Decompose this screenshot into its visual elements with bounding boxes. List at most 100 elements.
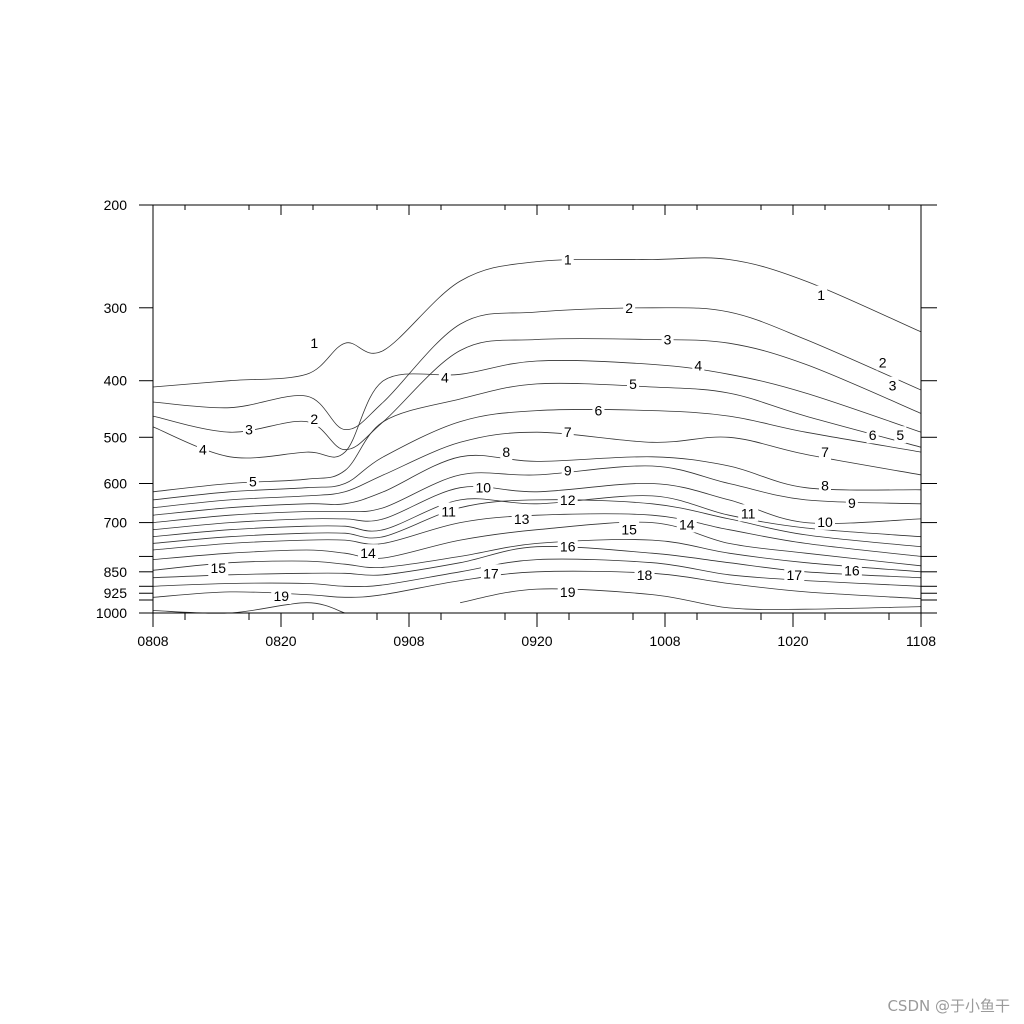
contour-label-bg <box>480 564 501 582</box>
contour-label-17: 17 <box>786 567 802 583</box>
contour-label-7: 7 <box>564 424 572 440</box>
contour-label-1: 1 <box>817 287 825 303</box>
contour-label-14: 14 <box>360 545 376 561</box>
contour-label-bg <box>819 443 831 461</box>
contour-line-8 <box>152 454 922 516</box>
contour-label-4: 4 <box>694 358 702 374</box>
xtick-label: 1008 <box>649 633 680 649</box>
contour-line-16 <box>152 546 922 579</box>
ytick-label: 400 <box>104 373 128 389</box>
contour-label-4: 4 <box>441 370 449 386</box>
xtick-label: 0908 <box>393 633 424 649</box>
contour-line-19 <box>152 602 346 614</box>
contour-label-15: 15 <box>621 522 637 538</box>
contour-label-8: 8 <box>821 478 829 494</box>
xtick-label: 1020 <box>777 633 808 649</box>
contour-label-17: 17 <box>483 565 499 581</box>
contour-line-10 <box>152 482 922 531</box>
contour-label-bg <box>438 368 451 386</box>
xtick-label: 0808 <box>137 633 168 649</box>
contour-label-15: 15 <box>210 560 226 576</box>
contour-label-bg <box>692 356 705 374</box>
contour-line-17 <box>152 558 922 587</box>
contour-label-19: 19 <box>273 588 289 604</box>
contour-label-5: 5 <box>249 473 257 489</box>
xtick-label: 1108 <box>906 633 936 649</box>
contour-label-7: 7 <box>821 444 829 460</box>
contour-label-bg <box>784 565 805 583</box>
contour-label-bg <box>623 298 636 316</box>
ytick-label: 200 <box>104 197 128 213</box>
contour-line-13 <box>152 513 922 557</box>
contour-label-1: 1 <box>310 335 318 351</box>
contour-label-bg <box>561 423 574 441</box>
xtick-label: 0920 <box>521 633 552 649</box>
contour-line-9 <box>152 465 922 523</box>
contour-label-bg <box>557 582 578 600</box>
ytick-label: 700 <box>104 515 128 531</box>
contour-line-18 <box>152 570 922 600</box>
contour-line-6 <box>152 409 922 501</box>
contour-line-7 <box>152 431 922 509</box>
contour-line-15 <box>152 539 922 573</box>
contour-label-bg <box>561 250 574 268</box>
contour-label-12: 12 <box>560 492 576 508</box>
contour-label-bg <box>738 504 759 522</box>
contour-label-5: 5 <box>629 376 637 392</box>
contour-label-bg <box>308 334 321 352</box>
contour-label-bg <box>634 565 655 583</box>
contour-label-19: 19 <box>560 584 576 600</box>
contour-label-bg <box>511 509 532 527</box>
contour-label-bg <box>308 409 321 427</box>
contour-line-5 <box>152 382 922 493</box>
contour-label-bg <box>676 515 697 533</box>
contour-label-9: 9 <box>848 495 856 511</box>
contour-line-19 <box>460 588 922 610</box>
contour-label-bg <box>661 330 674 348</box>
contour-line-12 <box>152 499 922 548</box>
contour-label-1: 1 <box>564 252 572 268</box>
contour-lines <box>152 257 922 614</box>
plot-frame <box>152 204 922 614</box>
ytick-label: 500 <box>104 429 128 445</box>
contour-label-bg <box>271 586 292 604</box>
contour-line-14 <box>152 521 922 567</box>
contour-line-2 <box>152 307 922 431</box>
contour-label-9: 9 <box>564 463 572 479</box>
contour-label-5: 5 <box>896 427 904 443</box>
contour-label-4: 4 <box>199 442 207 458</box>
contour-label-16: 16 <box>560 539 576 555</box>
contour-label-bg <box>815 285 828 303</box>
contour-label-bg <box>561 461 574 479</box>
contour-label-bg <box>208 559 229 577</box>
contour-line-1 <box>152 257 922 388</box>
contour-label-bg <box>557 490 578 508</box>
contour-label-18: 18 <box>637 567 653 583</box>
contour-line-11 <box>152 495 922 538</box>
contour-label-2: 2 <box>310 411 318 427</box>
xtick-label: 0820 <box>265 633 296 649</box>
contour-label-10: 10 <box>475 480 491 496</box>
contour-label-bg <box>592 401 605 419</box>
contour-label-bg <box>845 494 858 512</box>
contour-label-bg <box>815 512 835 530</box>
contour-label-13: 13 <box>514 511 530 527</box>
contour-label-2: 2 <box>625 300 633 316</box>
contour-label-3: 3 <box>245 422 253 438</box>
contour-label-bg <box>196 440 209 458</box>
contour-label-11: 11 <box>441 503 456 519</box>
contour-label-bg <box>819 476 831 494</box>
contour-label-bg <box>866 426 879 444</box>
contour-label-6: 6 <box>595 403 603 419</box>
contour-label-3: 3 <box>889 378 897 394</box>
contour-label-8: 8 <box>502 444 510 460</box>
contour-label-bg <box>243 420 255 438</box>
contour-label-bg <box>246 472 259 490</box>
contour-label-3: 3 <box>664 332 672 348</box>
ytick-label: 600 <box>104 476 128 492</box>
ytick-label: 300 <box>104 300 128 316</box>
contour-label-bg <box>557 537 578 555</box>
